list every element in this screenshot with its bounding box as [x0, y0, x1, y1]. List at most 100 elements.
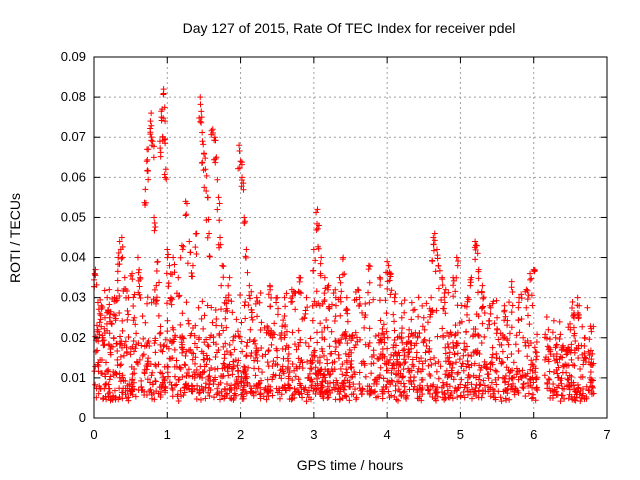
data-point [140, 351, 147, 358]
data-point [236, 165, 243, 172]
data-point [334, 379, 341, 386]
data-point [525, 390, 532, 397]
data-point [439, 388, 446, 395]
data-point [203, 336, 210, 343]
data-point [314, 358, 321, 365]
data-point [216, 217, 223, 224]
data-point [387, 381, 394, 388]
data-point [241, 382, 248, 389]
data-point [223, 305, 230, 312]
data-point [250, 390, 257, 397]
data-point [567, 349, 574, 356]
data-point [320, 371, 327, 378]
data-point [246, 292, 253, 299]
data-point [455, 369, 462, 376]
data-point [154, 258, 161, 265]
data-point [571, 362, 578, 369]
data-point [465, 351, 472, 358]
x-tick-label: 4 [384, 427, 391, 442]
data-point [488, 359, 495, 366]
data-point [177, 387, 184, 394]
data-point [144, 167, 151, 174]
data-point [373, 380, 380, 387]
data-point [179, 246, 186, 253]
data-point [140, 335, 147, 342]
data-point [400, 366, 407, 373]
data-point [445, 333, 452, 340]
data-point [508, 350, 515, 357]
data-point [125, 311, 132, 318]
data-point [379, 325, 386, 332]
data-point [235, 333, 242, 340]
data-point [179, 334, 186, 341]
data-point [242, 299, 249, 306]
data-point [171, 382, 178, 389]
data-point [198, 160, 205, 167]
data-point [578, 342, 585, 349]
x-tick-label: 3 [310, 427, 317, 442]
data-point [553, 341, 560, 348]
data-point [444, 329, 451, 336]
data-point [450, 343, 457, 350]
data-point [114, 268, 121, 275]
data-point [336, 274, 343, 281]
data-point [171, 363, 178, 370]
data-point [149, 369, 156, 376]
data-point [122, 391, 129, 398]
y-axis-label: ROTI / TECUs [7, 193, 23, 283]
data-point [231, 346, 238, 353]
data-point [545, 346, 552, 353]
data-point [339, 256, 346, 263]
data-point [454, 385, 461, 392]
data-point [262, 384, 269, 391]
data-point [227, 395, 234, 402]
data-point [270, 358, 277, 365]
data-point [265, 347, 272, 354]
data-point [585, 348, 592, 355]
data-point [454, 350, 461, 357]
data-point [318, 382, 325, 389]
data-point [422, 357, 429, 364]
data-point [379, 395, 386, 402]
data-point [336, 391, 343, 398]
data-point [508, 309, 515, 316]
data-point [458, 376, 465, 383]
data-point [465, 361, 472, 368]
data-point [522, 342, 529, 349]
data-point [189, 373, 196, 380]
data-point [430, 241, 437, 248]
data-point [346, 333, 353, 340]
data-point [319, 301, 326, 308]
data-point [206, 381, 213, 388]
data-point [116, 309, 123, 316]
data-point [216, 330, 223, 337]
data-point [97, 385, 104, 392]
data-point [485, 384, 492, 391]
data-point [162, 383, 169, 390]
data-point [222, 364, 229, 371]
data-point [120, 385, 127, 392]
data-point [257, 289, 264, 296]
data-point [212, 306, 219, 313]
data-point [285, 351, 292, 358]
data-point [395, 397, 402, 404]
data-point [144, 156, 151, 163]
data-point [114, 287, 121, 294]
data-point [349, 373, 356, 380]
data-point [187, 346, 194, 353]
data-point [112, 369, 119, 376]
data-point [315, 222, 322, 229]
data-point [147, 125, 154, 132]
data-point [556, 336, 563, 343]
data-point [508, 284, 515, 291]
data-point [358, 391, 365, 398]
data-point [264, 327, 271, 334]
data-point [353, 296, 360, 303]
data-point [130, 338, 137, 345]
data-point [129, 383, 136, 390]
data-point [464, 391, 471, 398]
data-point [130, 294, 137, 301]
data-point [493, 381, 500, 388]
data-point [291, 385, 298, 392]
data-point [279, 363, 286, 370]
